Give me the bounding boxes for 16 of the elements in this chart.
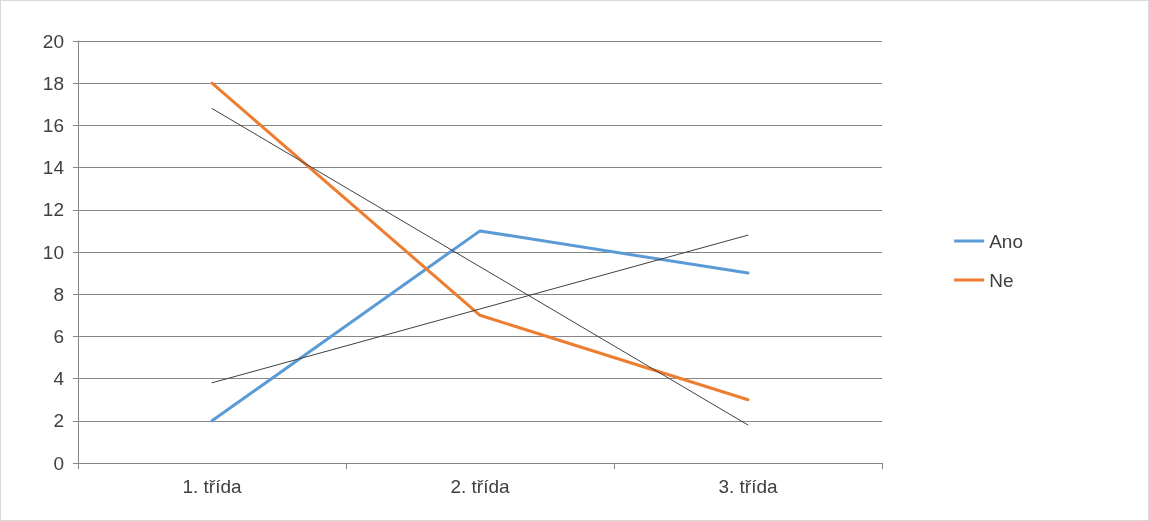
y-tick-label: 16	[42, 114, 64, 136]
y-tick-label: 14	[42, 157, 65, 179]
y-tick-label: 18	[42, 72, 64, 94]
legend-label: Ano	[989, 230, 1024, 252]
y-tick-label: 10	[42, 241, 64, 263]
x-tick-label: 2. třída	[450, 476, 510, 497]
y-tick-label: 2	[53, 410, 64, 432]
y-tick-label: 20	[42, 30, 64, 52]
x-tick-label: 1. třída	[182, 476, 242, 497]
legend-label: Ne	[989, 269, 1014, 291]
y-tick-label: 4	[53, 368, 65, 390]
y-tick-label: 8	[53, 283, 64, 305]
y-tick-label: 0	[53, 452, 64, 474]
x-tick-label: 3. třída	[718, 476, 778, 497]
y-tick-label: 6	[53, 325, 64, 347]
y-tick-label: 12	[42, 199, 64, 221]
